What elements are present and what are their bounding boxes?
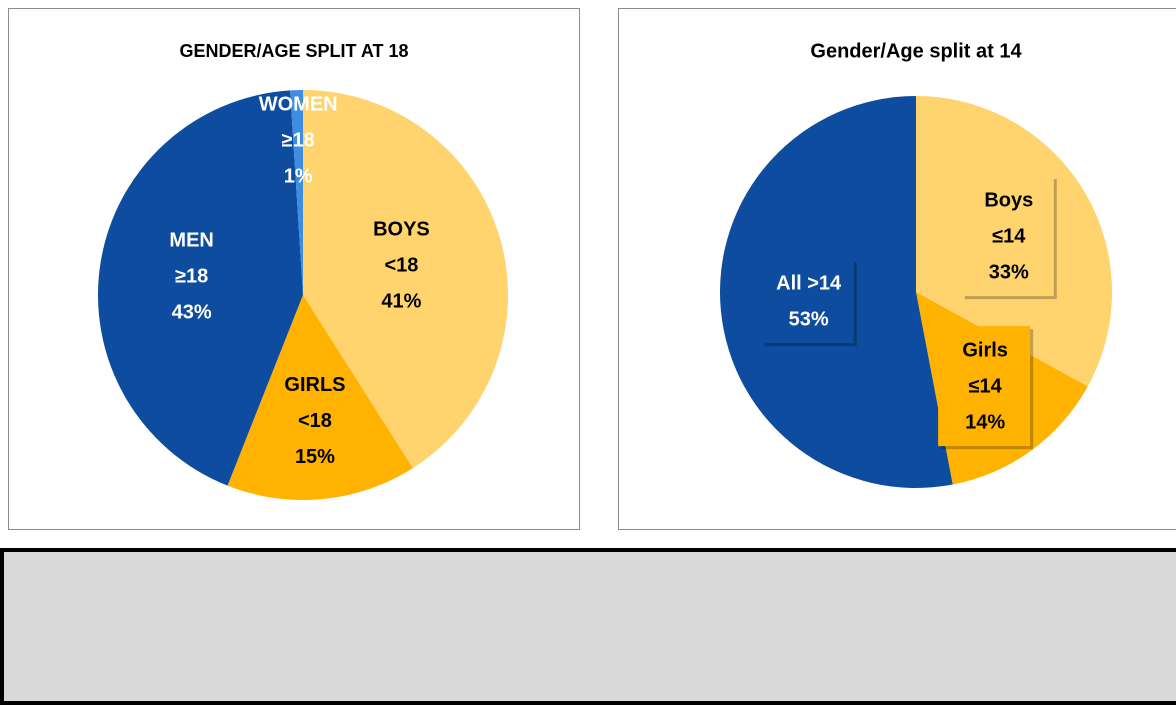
slice-label: Boys [984, 189, 1033, 211]
slice-label: 15% [295, 446, 335, 468]
slice-label: WOMEN [259, 94, 338, 116]
slice-label: 14% [965, 411, 1005, 433]
slice-label: BOYS [373, 219, 430, 241]
slice-label: 43% [172, 302, 212, 324]
slice-label: Girls [962, 339, 1008, 361]
slice-label: 41% [381, 291, 421, 313]
chart-title: Gender/Age split at 14 [810, 40, 1022, 62]
pie-slice [290, 90, 303, 295]
slice-label: MEN [169, 230, 213, 252]
pie-slice [227, 295, 413, 501]
label-box [961, 176, 1054, 297]
slice-label: ≤14 [992, 225, 1026, 247]
empty-panel [0, 548, 1176, 705]
slice-label: ≤14 [969, 375, 1003, 397]
slice-label: ≥18 [282, 130, 315, 152]
slice-label: ≥18 [175, 266, 208, 288]
slice-label: GIRLS [284, 374, 345, 396]
slice-label: 53% [789, 308, 829, 330]
slice-label: <18 [384, 255, 418, 277]
chart-title: GENDER/AGE SPLIT AT 18 [179, 41, 408, 61]
slice-label: 33% [989, 261, 1029, 283]
pie-slice [97, 90, 303, 486]
slice-label: All >14 [776, 272, 842, 294]
slice-label: 1% [284, 166, 313, 188]
slice-label: <18 [298, 410, 332, 432]
label-box [761, 259, 854, 344]
pie-slice [303, 90, 508, 469]
label-box [938, 326, 1031, 447]
